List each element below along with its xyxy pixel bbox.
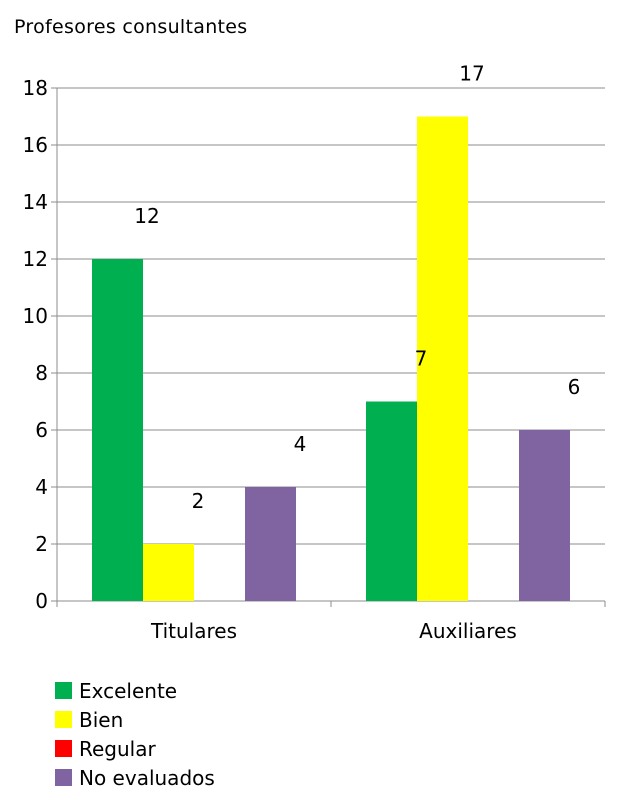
data-label: 7 (415, 347, 428, 371)
y-tick-label: 2 (35, 532, 48, 556)
legend-label: Regular (79, 736, 156, 761)
legend-item-bien: Bien (55, 705, 215, 734)
data-label: 12 (134, 204, 159, 228)
y-tick-label: 6 (35, 418, 48, 442)
legend-swatch (55, 682, 72, 699)
legend-swatch (55, 711, 72, 728)
bar-bien (417, 116, 468, 601)
legend-item-regular: Regular (55, 734, 215, 763)
data-label: 6 (568, 375, 581, 399)
bar-excelente (92, 259, 143, 601)
legend-swatch (55, 769, 72, 786)
y-tick-label: 18 (23, 76, 48, 100)
bar-bien (143, 544, 194, 601)
bar-no-evaluados (245, 487, 296, 601)
chart-title: Profesores consultantes (14, 16, 248, 38)
legend-swatch (55, 740, 72, 757)
y-tick-label: 8 (35, 361, 48, 385)
legend: Excelente Bien Regular No evaluados (55, 676, 215, 792)
y-tick-label: 14 (23, 190, 48, 214)
data-label: 17 (459, 62, 484, 86)
x-tick-label: Auxiliares (419, 619, 517, 643)
legend-item-no-evaluados: No evaluados (55, 763, 215, 792)
y-tick-label: 16 (23, 133, 48, 157)
legend-item-excelente: Excelente (55, 676, 215, 705)
legend-label: Bien (79, 707, 124, 732)
y-tick-label: 4 (35, 475, 48, 499)
bar-excelente (366, 401, 417, 601)
y-tick-label: 12 (23, 247, 48, 271)
data-label: 4 (294, 432, 307, 456)
x-tick-label: Titulares (150, 619, 237, 643)
bar-no-evaluados (519, 430, 570, 601)
legend-label: No evaluados (79, 765, 215, 790)
bar-chart: 0 2 4 6 8 10 12 14 16 18 Titulares Auxiliares 12 2 4 7 1… (23, 62, 606, 643)
y-tick-label: 0 (35, 589, 48, 613)
data-label: 2 (192, 489, 205, 513)
y-tick-label: 10 (23, 304, 48, 328)
legend-label: Excelente (79, 678, 178, 703)
